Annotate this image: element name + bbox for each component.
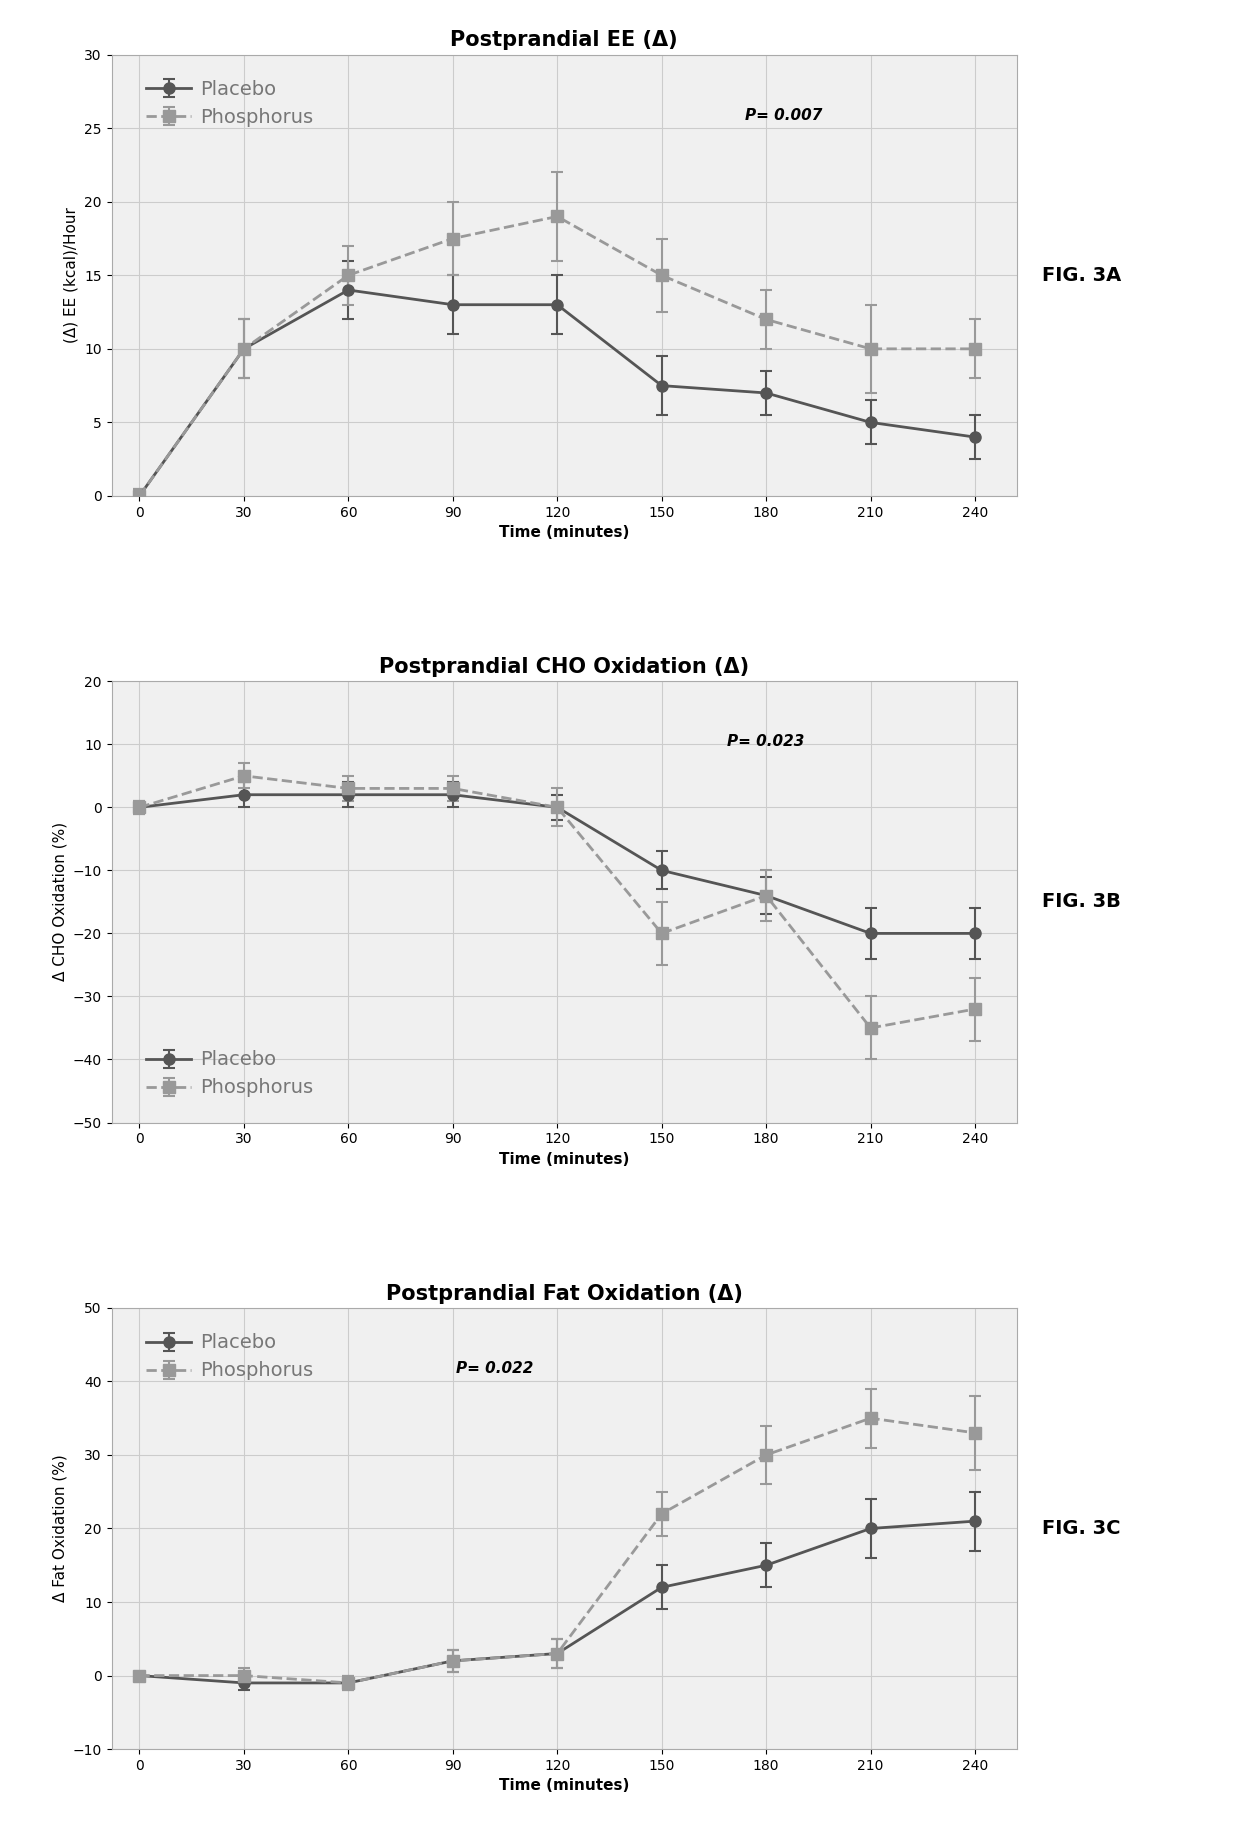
X-axis label: Time (minutes): Time (minutes) <box>498 1778 630 1793</box>
Legend: Placebo, Phosphorus: Placebo, Phosphorus <box>139 1326 320 1387</box>
Title: Postprandial EE (Δ): Postprandial EE (Δ) <box>450 31 678 51</box>
Text: P= 0.007: P= 0.007 <box>745 107 822 122</box>
X-axis label: Time (minutes): Time (minutes) <box>498 1152 630 1166</box>
Y-axis label: Δ Fat Oxidation (%): Δ Fat Oxidation (%) <box>52 1454 67 1602</box>
Legend: Placebo, Phosphorus: Placebo, Phosphorus <box>139 73 320 135</box>
Legend: Placebo, Phosphorus: Placebo, Phosphorus <box>139 1044 320 1104</box>
Title: Postprandial CHO Oxidation (Δ): Postprandial CHO Oxidation (Δ) <box>379 658 749 678</box>
Text: FIG. 3C: FIG. 3C <box>1042 1520 1120 1538</box>
Text: P= 0.022: P= 0.022 <box>455 1361 533 1376</box>
Text: FIG. 3B: FIG. 3B <box>1042 893 1121 911</box>
X-axis label: Time (minutes): Time (minutes) <box>498 525 630 539</box>
Title: Postprandial Fat Oxidation (Δ): Postprandial Fat Oxidation (Δ) <box>386 1283 743 1303</box>
Y-axis label: (Δ) EE (kcal)/Hour: (Δ) EE (kcal)/Hour <box>63 208 78 343</box>
Text: FIG. 3A: FIG. 3A <box>1042 266 1121 284</box>
Y-axis label: Δ CHO Oxidation (%): Δ CHO Oxidation (%) <box>52 822 67 982</box>
Text: P= 0.023: P= 0.023 <box>727 734 805 749</box>
